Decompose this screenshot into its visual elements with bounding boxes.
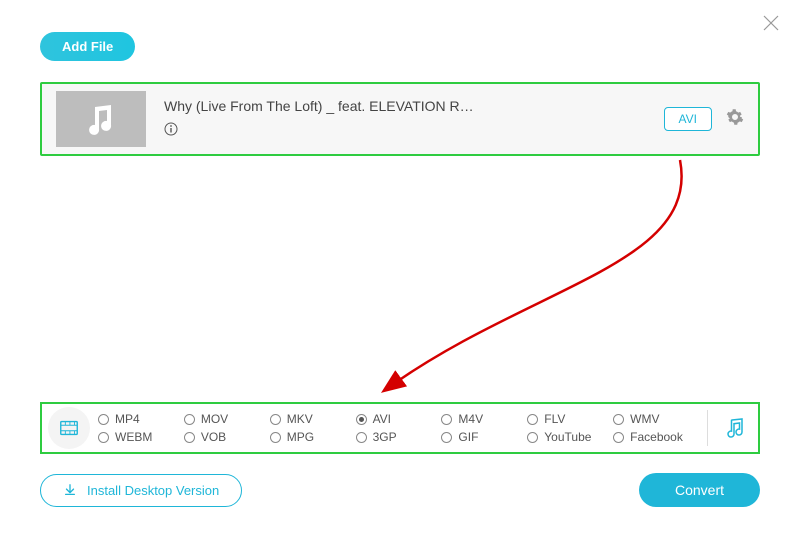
install-desktop-label: Install Desktop Version [87, 483, 219, 498]
format-label: VOB [201, 430, 226, 444]
file-row: Why (Live From The Loft) _ feat. ELEVATI… [40, 82, 760, 156]
panel-divider [707, 410, 708, 446]
format-label: MKV [287, 412, 313, 426]
format-label: Facebook [630, 430, 683, 444]
radio-icon [184, 414, 195, 425]
radio-icon [441, 432, 452, 443]
output-format-badge[interactable]: AVI [664, 107, 712, 131]
formats-grid: MP4 MOV MKV AVI M4V FLV WMV WEBM VOB MPG 3GP GIF You… [98, 412, 697, 444]
radio-icon [356, 432, 367, 443]
format-label: MPG [287, 430, 314, 444]
radio-icon [356, 414, 367, 425]
gear-icon[interactable] [726, 108, 744, 131]
add-file-button[interactable]: Add File [40, 32, 135, 61]
radio-icon [98, 432, 109, 443]
convert-button[interactable]: Convert [639, 473, 760, 507]
format-option-flv[interactable]: FLV [527, 412, 611, 426]
format-label: FLV [544, 412, 565, 426]
radio-icon [270, 414, 281, 425]
format-option-vob[interactable]: VOB [184, 430, 268, 444]
format-option-mp4[interactable]: MP4 [98, 412, 182, 426]
install-desktop-button[interactable]: Install Desktop Version [40, 474, 242, 507]
format-label: AVI [373, 412, 391, 426]
format-label: WMV [630, 412, 659, 426]
info-icon[interactable] [164, 122, 664, 141]
arrow-annotation [370, 155, 710, 405]
video-icon[interactable] [48, 407, 90, 449]
format-option-mkv[interactable]: MKV [270, 412, 354, 426]
radio-icon [527, 432, 538, 443]
format-label: M4V [458, 412, 483, 426]
format-option-gif[interactable]: GIF [441, 430, 525, 444]
radio-icon [441, 414, 452, 425]
radio-icon [270, 432, 281, 443]
footer-row: Install Desktop Version Convert [40, 473, 760, 507]
format-option-facebook[interactable]: Facebook [613, 430, 697, 444]
radio-icon [613, 432, 624, 443]
format-label: MOV [201, 412, 228, 426]
formats-panel: MP4 MOV MKV AVI M4V FLV WMV WEBM VOB MPG 3GP GIF You… [40, 402, 760, 454]
format-label: WEBM [115, 430, 152, 444]
format-option-mov[interactable]: MOV [184, 412, 268, 426]
file-info: Why (Live From The Loft) _ feat. ELEVATI… [164, 98, 664, 141]
format-option-wmv[interactable]: WMV [613, 412, 697, 426]
radio-icon [98, 414, 109, 425]
format-option-3gp[interactable]: 3GP [356, 430, 440, 444]
format-option-m4v[interactable]: M4V [441, 412, 525, 426]
format-label: MP4 [115, 412, 140, 426]
file-title: Why (Live From The Loft) _ feat. ELEVATI… [164, 98, 664, 114]
music-note-icon [81, 99, 121, 139]
radio-icon [184, 432, 195, 443]
file-thumbnail [56, 91, 146, 147]
radio-icon [527, 414, 538, 425]
app-window: Add File Why (Live From The Loft) _ feat… [0, 0, 800, 535]
format-label: GIF [458, 430, 478, 444]
format-label: YouTube [544, 430, 591, 444]
format-option-mpg[interactable]: MPG [270, 430, 354, 444]
download-icon [63, 483, 77, 497]
close-icon[interactable] [762, 14, 780, 32]
format-label: 3GP [373, 430, 397, 444]
radio-icon [613, 414, 624, 425]
format-option-avi[interactable]: AVI [356, 412, 440, 426]
format-option-youtube[interactable]: YouTube [527, 430, 611, 444]
audio-icon[interactable] [718, 416, 752, 440]
format-option-webm[interactable]: WEBM [98, 430, 182, 444]
